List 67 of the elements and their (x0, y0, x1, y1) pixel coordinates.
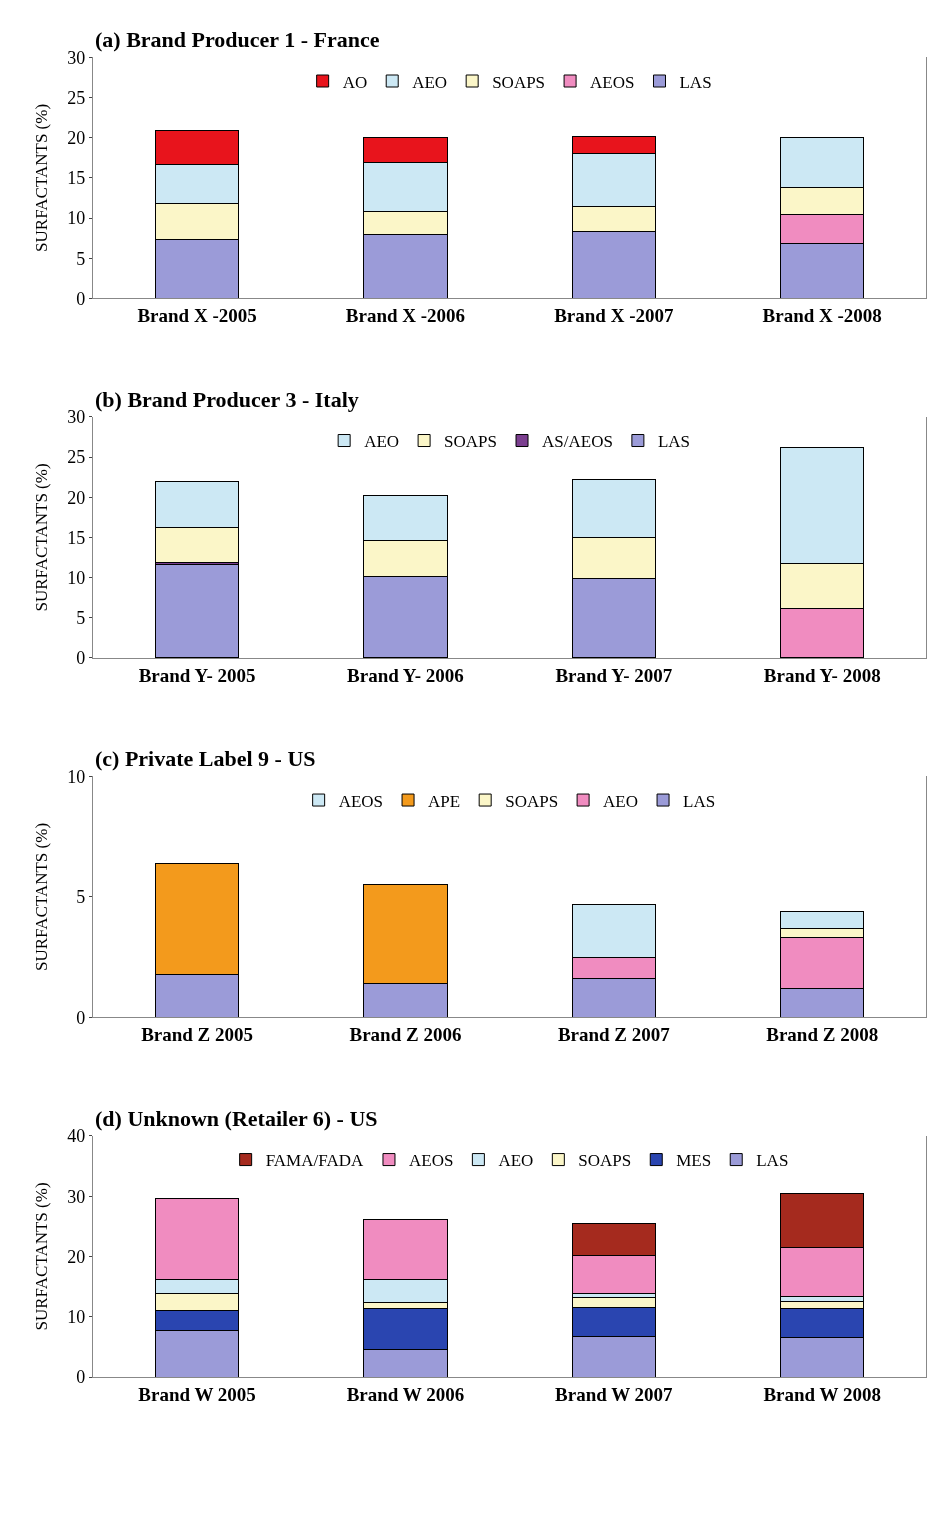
legend-label: APE (428, 791, 461, 811)
y-tick-label: 5 (76, 887, 86, 908)
x-tick-label: Brand W 2006 (346, 1383, 465, 1405)
y-tick-label: 5 (76, 608, 86, 629)
y-tick-label: 10 (67, 567, 86, 588)
x-tick-label: Brand X -2007 (554, 305, 674, 327)
y-axis-title: SURFACTANTS (%) (31, 463, 51, 612)
x-tick-label: Brand W 2007 (555, 1383, 674, 1405)
x-tick-label: Brand Y- 2007 (555, 664, 673, 686)
y-tick-label: 15 (67, 168, 86, 189)
legend-label: SOAPS (578, 1151, 632, 1171)
x-tick-label: Brand X -2008 (762, 305, 882, 327)
y-tick-label: 15 (67, 527, 86, 548)
legend-label: AEO (498, 1151, 534, 1171)
x-tick-label: Brand Y- 2006 (347, 664, 464, 686)
chart-title: (c) Private Label 9 - US (95, 746, 316, 771)
legend-label: AEO (603, 791, 639, 811)
y-tick-label: 20 (67, 128, 86, 149)
y-tick-label: 10 (67, 1307, 86, 1328)
legend-label: SOAPS (492, 72, 546, 92)
y-axis-title: SURFACTANTS (%) (31, 1182, 51, 1331)
y-tick-label: 0 (76, 648, 86, 669)
legend-label: AEOS (338, 791, 384, 811)
x-tick-label: Brand Z 2005 (141, 1024, 254, 1046)
legend-label: AEOS (590, 72, 635, 92)
y-axis-title: SURFACTANTS (%) (31, 822, 51, 971)
y-tick-label: 25 (67, 87, 86, 108)
legend-label: FAMA/FADA (265, 1151, 364, 1171)
x-tick-label: Brand W 2005 (138, 1383, 256, 1405)
legend-label: AEO (412, 72, 448, 92)
legend-label: AEO (364, 432, 400, 452)
y-tick-label: 30 (67, 47, 86, 68)
legend-label: SOAPS (505, 791, 559, 811)
y-tick-label: 20 (67, 487, 86, 508)
legend-label: AO (342, 72, 368, 92)
legend-label: LAS (679, 72, 712, 92)
y-tick-label: 0 (76, 1007, 86, 1028)
y-tick-label: 30 (67, 1186, 86, 1207)
legend-label: LAS (683, 791, 716, 811)
legend-label: SOAPS (444, 432, 498, 452)
legend-label: MES (676, 1151, 712, 1171)
y-tick-label: 20 (67, 1246, 86, 1267)
legend-label: AS/AEOS (542, 432, 613, 452)
x-tick-label: Brand Y- 2008 (763, 664, 881, 686)
y-tick-label: 40 (67, 1126, 86, 1147)
chart-title: (b) Brand Producer 3 - Italy (95, 387, 359, 412)
y-axis-title: SURFACTANTS (%) (31, 103, 51, 252)
y-tick-label: 10 (67, 766, 86, 787)
x-tick-label: Brand X -2005 (137, 305, 257, 327)
chart-title: (a) Brand Producer 1 - France (95, 27, 380, 52)
y-tick-label: 0 (76, 288, 86, 309)
y-tick-label: 10 (67, 208, 86, 229)
x-tick-label: Brand Z 2006 (349, 1024, 462, 1046)
x-tick-label: Brand W 2008 (763, 1383, 881, 1405)
legend-label: AEOS (408, 1151, 454, 1171)
legend-label: LAS (756, 1151, 789, 1171)
x-tick-label: Brand Z 2007 (557, 1024, 671, 1046)
y-tick-label: 5 (76, 248, 86, 269)
chart-title: (d) Unknown (Retailer 6) - US (95, 1106, 378, 1131)
legend-label: LAS (657, 432, 690, 452)
x-tick-label: Brand Y- 2005 (138, 664, 256, 686)
y-tick-label: 30 (67, 407, 86, 428)
x-tick-label: Brand X -2006 (345, 305, 466, 327)
bar (154, 564, 240, 658)
y-tick-label: 25 (67, 447, 86, 468)
x-tick-label: Brand Z 2008 (766, 1024, 879, 1046)
y-tick-label: 0 (76, 1367, 86, 1388)
